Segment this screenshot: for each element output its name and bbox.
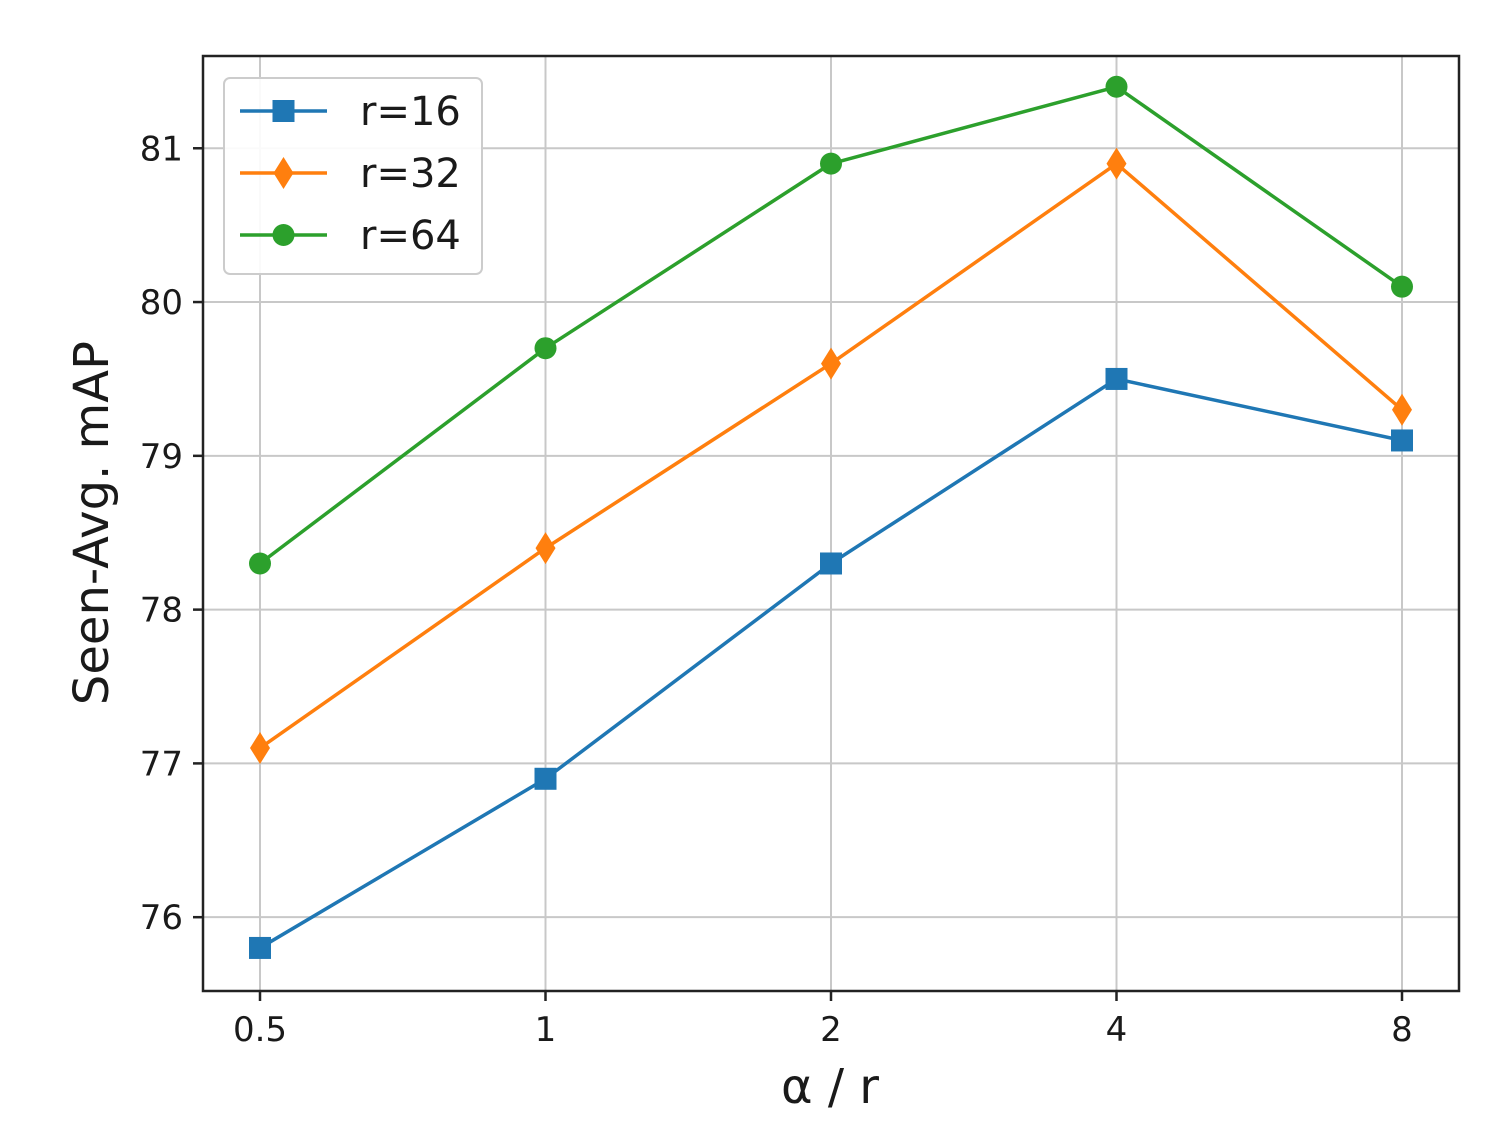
data-point bbox=[1392, 393, 1412, 426]
data-point bbox=[1391, 275, 1413, 298]
data-point bbox=[820, 552, 842, 575]
y-tick-label: 77 bbox=[140, 744, 183, 784]
series-r=16 bbox=[249, 367, 1413, 959]
data-point bbox=[820, 152, 842, 175]
y-tick-label: 80 bbox=[140, 283, 183, 323]
data-point bbox=[821, 347, 841, 380]
series-layer bbox=[249, 75, 1413, 959]
data-point bbox=[250, 732, 270, 765]
data-point bbox=[1106, 147, 1127, 180]
x-tick-label: 1 bbox=[535, 1010, 557, 1050]
y-tick-label: 81 bbox=[140, 129, 183, 169]
x-tick-label: 4 bbox=[1106, 1010, 1128, 1050]
data-point bbox=[535, 532, 556, 565]
legend-label: r=16 bbox=[360, 89, 461, 135]
legend-box bbox=[223, 77, 483, 275]
data-point bbox=[249, 936, 271, 959]
data-point bbox=[534, 337, 557, 360]
data-point bbox=[534, 767, 557, 790]
x-tick-label: 0.5 bbox=[233, 1010, 287, 1050]
x-axis-label: α / r bbox=[781, 1059, 879, 1115]
y-tick-label: 76 bbox=[140, 898, 183, 938]
legend-marker bbox=[272, 100, 295, 122]
series-r=64 bbox=[249, 75, 1413, 575]
legend-marker bbox=[272, 224, 295, 246]
data-point bbox=[1105, 75, 1128, 98]
data-point bbox=[1391, 429, 1413, 452]
y-axis-ticks: 76 77 78 79 80 81 bbox=[140, 129, 203, 938]
legend: r=16 r=32 r=64 bbox=[223, 77, 483, 275]
legend-marker bbox=[273, 157, 294, 189]
data-point bbox=[1105, 367, 1128, 390]
y-tick-label: 78 bbox=[140, 591, 183, 631]
series-r=32 bbox=[250, 147, 1412, 765]
x-tick-label: 2 bbox=[820, 1010, 842, 1050]
legend-label: r=32 bbox=[360, 151, 461, 197]
x-axis-ticks: 0.5 1 2 4 8 bbox=[233, 991, 1413, 1050]
y-axis-label: Seen-Avg. mAP bbox=[64, 341, 120, 705]
data-point bbox=[249, 552, 271, 575]
legend-label: r=64 bbox=[360, 213, 461, 259]
x-tick-label: 8 bbox=[1391, 1010, 1413, 1050]
y-tick-label: 79 bbox=[140, 437, 183, 477]
